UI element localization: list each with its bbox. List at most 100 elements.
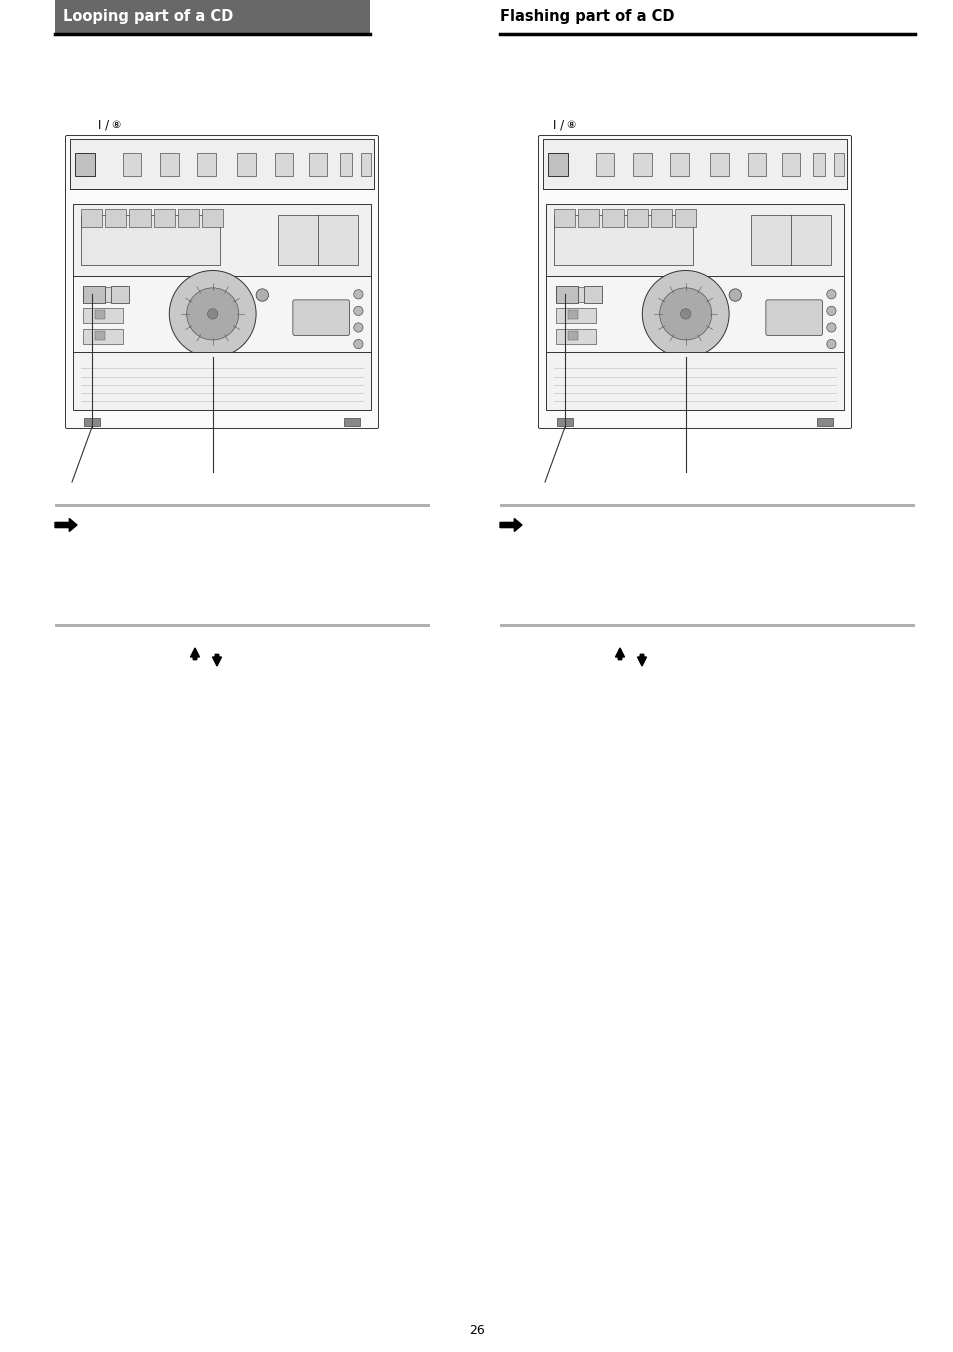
Bar <box>650 208 672 227</box>
Bar <box>675 208 696 227</box>
Polygon shape <box>191 648 199 660</box>
Circle shape <box>187 288 238 339</box>
Bar <box>812 153 824 176</box>
Bar <box>750 215 830 265</box>
Circle shape <box>207 308 217 319</box>
Bar <box>309 153 327 176</box>
Bar <box>55 625 430 627</box>
Bar <box>547 153 567 176</box>
Bar <box>111 287 130 303</box>
Circle shape <box>826 289 835 299</box>
Circle shape <box>354 339 363 349</box>
Circle shape <box>641 270 728 357</box>
Bar <box>84 418 100 426</box>
Bar <box>781 153 800 176</box>
Text: Flashing part of a CD: Flashing part of a CD <box>499 9 674 24</box>
Bar <box>55 504 430 507</box>
Bar <box>83 308 123 323</box>
Bar <box>670 153 688 176</box>
Polygon shape <box>55 519 77 531</box>
Bar <box>626 208 647 227</box>
FancyBboxPatch shape <box>537 135 851 429</box>
Text: ⑧: ⑧ <box>565 120 575 130</box>
Circle shape <box>826 339 835 349</box>
Bar <box>81 208 102 227</box>
Bar <box>153 208 174 227</box>
Bar <box>633 153 651 176</box>
Bar <box>556 287 578 303</box>
Polygon shape <box>213 654 221 667</box>
Text: I /: I / <box>553 119 563 132</box>
Bar <box>568 310 578 319</box>
Circle shape <box>826 323 835 333</box>
Text: 26: 26 <box>469 1324 484 1337</box>
Bar <box>556 329 596 343</box>
Bar <box>596 153 614 176</box>
Bar <box>105 208 127 227</box>
Circle shape <box>354 307 363 315</box>
Bar <box>583 287 602 303</box>
Bar <box>557 418 572 426</box>
Bar <box>361 153 371 176</box>
Bar <box>277 215 358 265</box>
Polygon shape <box>637 654 646 667</box>
Bar <box>197 153 215 176</box>
Bar <box>545 352 843 410</box>
Circle shape <box>354 323 363 333</box>
Bar <box>55 0 370 32</box>
FancyBboxPatch shape <box>765 300 821 335</box>
Circle shape <box>255 289 268 301</box>
Bar <box>554 208 575 227</box>
Bar <box>817 418 832 426</box>
Bar <box>710 153 728 176</box>
Bar <box>95 331 105 341</box>
Circle shape <box>354 289 363 299</box>
Bar <box>545 204 843 276</box>
Circle shape <box>728 289 740 301</box>
Bar <box>178 208 199 227</box>
Bar <box>556 308 596 323</box>
Bar <box>344 418 360 426</box>
Bar <box>568 289 578 297</box>
Bar <box>83 287 105 303</box>
Polygon shape <box>615 648 624 660</box>
Bar <box>578 208 598 227</box>
Bar <box>202 208 223 227</box>
Bar <box>339 153 352 176</box>
Bar <box>237 153 255 176</box>
Polygon shape <box>499 519 521 531</box>
Bar <box>73 352 371 410</box>
Bar <box>130 208 151 227</box>
Bar <box>123 153 141 176</box>
Bar <box>602 208 623 227</box>
Bar <box>545 276 843 352</box>
Text: I /: I / <box>98 119 109 132</box>
Bar <box>83 287 123 301</box>
Circle shape <box>679 308 690 319</box>
Text: Looping part of a CD: Looping part of a CD <box>63 9 233 24</box>
Bar <box>556 287 596 301</box>
Bar <box>747 153 765 176</box>
Bar <box>70 139 374 189</box>
FancyBboxPatch shape <box>66 135 378 429</box>
Circle shape <box>826 307 835 315</box>
FancyBboxPatch shape <box>293 300 349 335</box>
Bar <box>73 276 371 352</box>
Bar <box>81 215 220 265</box>
Bar <box>83 329 123 343</box>
Text: ⑧: ⑧ <box>111 120 120 130</box>
Bar <box>75 153 95 176</box>
Circle shape <box>169 270 255 357</box>
Bar <box>499 625 914 627</box>
Bar <box>160 153 178 176</box>
Bar <box>554 215 693 265</box>
Bar <box>499 504 914 507</box>
Bar <box>568 331 578 341</box>
Bar <box>73 204 371 276</box>
Bar <box>834 153 842 176</box>
Bar <box>95 310 105 319</box>
Circle shape <box>659 288 711 339</box>
Bar <box>542 139 846 189</box>
Bar <box>274 153 293 176</box>
Bar <box>95 289 105 297</box>
